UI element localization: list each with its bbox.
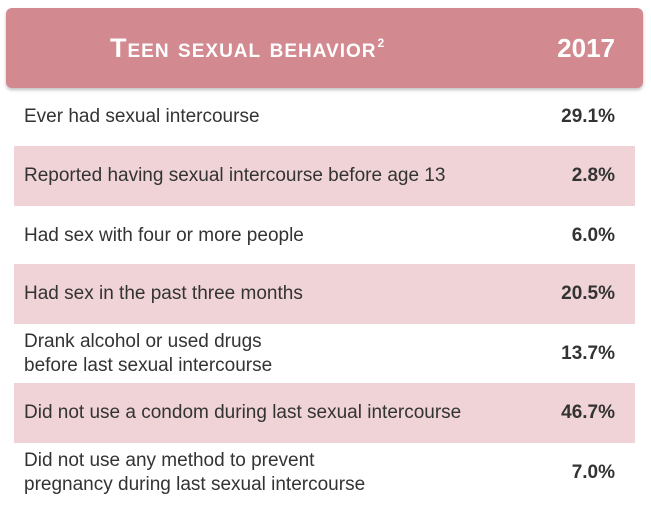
- row-label: Did not use a condom during last sexual …: [24, 402, 462, 423]
- row-value: 13.7%: [561, 343, 615, 364]
- row-value: 20.5%: [561, 283, 615, 304]
- row-label: Ever had sexual intercourse: [24, 106, 260, 127]
- table-row: Did not use a condom during last sexual …: [14, 383, 635, 443]
- table-row: Had sex with four or more people 6.0%: [14, 206, 635, 266]
- row-label: Had sex in the past three months: [24, 283, 303, 304]
- row-value: 2.8%: [571, 165, 615, 186]
- year-column-header: 2017: [557, 33, 615, 63]
- row-label: Reported having sexual intercourse befor…: [24, 165, 446, 186]
- table-row: Ever had sexual intercourse 29.1%: [14, 87, 635, 147]
- table-row: Reported having sexual intercourse befor…: [14, 146, 635, 206]
- row-value: 46.7%: [561, 402, 615, 423]
- row-value: 7.0%: [571, 462, 615, 483]
- row-value: 29.1%: [561, 106, 615, 127]
- table-row: Had sex in the past three months 20.5%: [14, 264, 635, 324]
- table-title: Teen sexual behavior2: [110, 8, 385, 88]
- row-value: 6.0%: [571, 225, 615, 246]
- table-title-text: Teen sexual behavior: [110, 33, 377, 63]
- footnote-marker: 2: [377, 36, 386, 50]
- table-header: Teen sexual behavior2 2017: [6, 8, 643, 88]
- table-row: Drank alcohol or used drugs before last …: [14, 324, 635, 384]
- table-row: Did not use any method to prevent pregna…: [14, 443, 635, 503]
- row-label: Did not use any method to prevent pregna…: [24, 450, 366, 495]
- row-label: Drank alcohol or used drugs before last …: [24, 331, 273, 376]
- row-label: Had sex with four or more people: [24, 225, 304, 246]
